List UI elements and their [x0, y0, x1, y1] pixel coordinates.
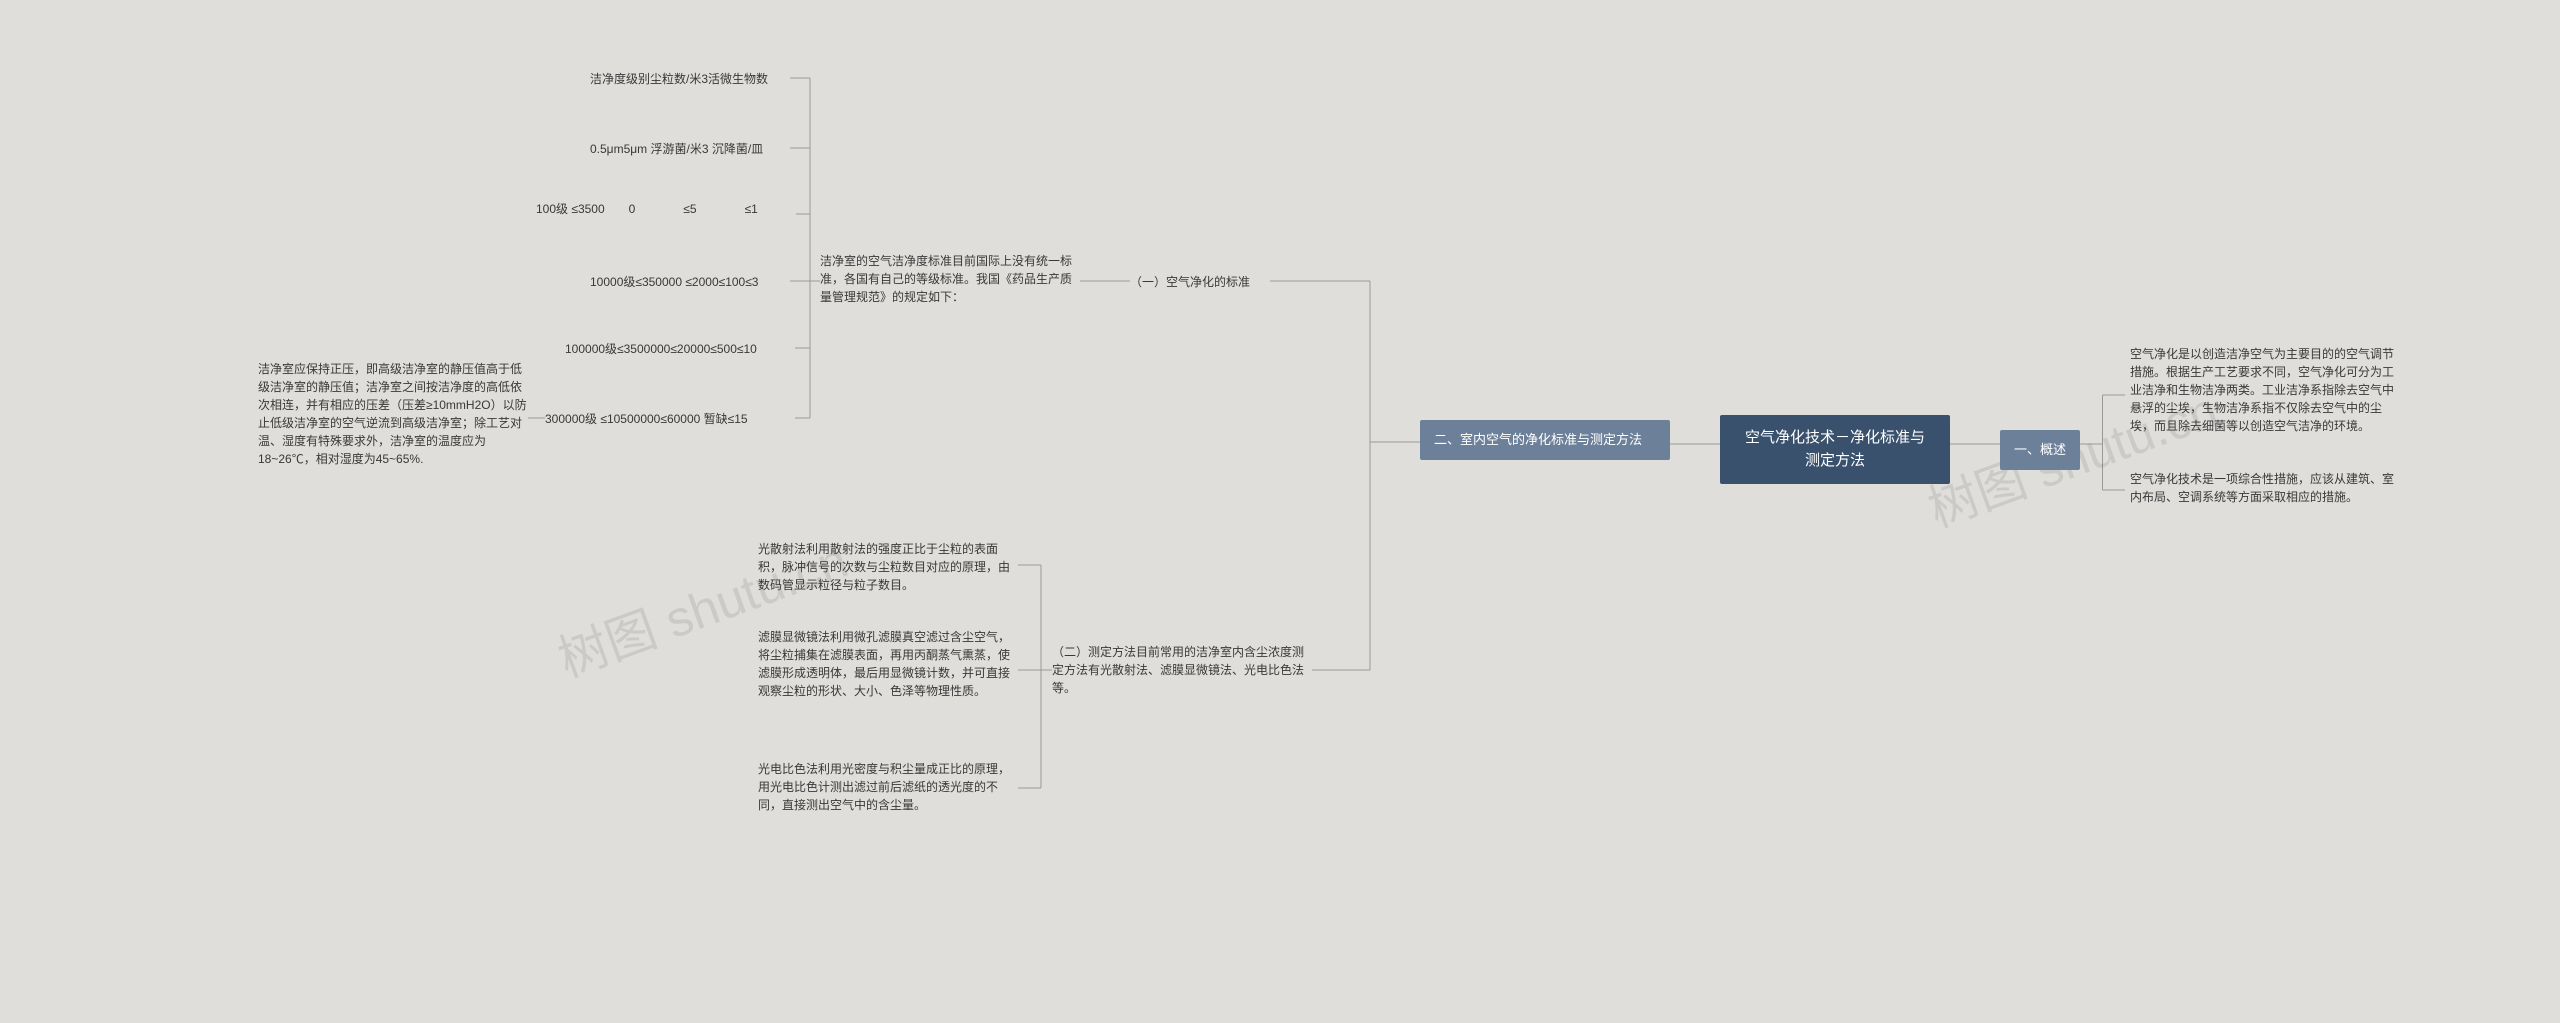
branch-methods-label: 二、室内空气的净化标准与测定方法 [1434, 432, 1642, 447]
method-leaf-1: 滤膜显微镜法利用微孔滤膜真空滤过含尘空气，将尘粒捕集在滤膜表面，再用丙酮蒸气熏蒸… [758, 628, 1018, 700]
sub2-label-text: （二）测定方法目前常用的洁净室内含尘浓度测定方法有光散射法、滤膜显微镜法、光电比… [1052, 645, 1304, 695]
sub1-label-text: （一）空气净化的标准 [1130, 275, 1250, 289]
sub1-label: （一）空气净化的标准 [1130, 273, 1270, 291]
branch-methods: 二、室内空气的净化标准与测定方法 [1420, 420, 1670, 460]
sub1-child-label: 洁净室的空气洁净度标准目前国际上没有统一标准，各国有自己的等级标准。我国《药品生… [820, 252, 1080, 306]
std-leaf-0-text: 洁净度级别尘粒数/米3活微生物数 [590, 72, 768, 86]
std-leaf-3-text: 10000级≤350000 ≤2000≤100≤3 [590, 275, 758, 289]
method-leaf-0: 光散射法利用散射法的强度正比于尘粒的表面积，脉冲信号的次数与尘粒数目对应的原理，… [758, 540, 1018, 594]
overview-leaf-1-text: 空气净化是以创造洁净空气为主要目的的空气调节措施。根据生产工艺要求不同，空气净化… [2130, 347, 2394, 433]
method-leaf-1-text: 滤膜显微镜法利用微孔滤膜真空滤过含尘空气，将尘粒捕集在滤膜表面，再用丙酮蒸气熏蒸… [758, 630, 1010, 698]
overview-leaf-2: 空气净化技术是一项综合性措施，应该从建筑、室内布局、空调系统等方面采取相应的措施… [2130, 470, 2395, 506]
connector-layer [0, 0, 2560, 1023]
sub2-label: （二）测定方法目前常用的洁净室内含尘浓度测定方法有光散射法、滤膜显微镜法、光电比… [1052, 643, 1312, 697]
std-extra-leaf: 洁净室应保持正压，即高级洁净室的静压值高于低级洁净室的静压值；洁净室之间按洁净度… [258, 360, 528, 468]
std-leaf-1-text: 0.5μm5μm 浮游菌/米3 沉降菌/皿 [590, 142, 763, 156]
std-leaf-3: 10000级≤350000 ≤2000≤100≤3 [590, 273, 790, 291]
std-extra-leaf-text: 洁净室应保持正压，即高级洁净室的静压值高于低级洁净室的静压值；洁净室之间按洁净度… [258, 362, 527, 466]
root-node: 空气净化技术－净化标准与测定方法 [1720, 415, 1950, 484]
branch-overview-label: 一、概述 [2014, 442, 2066, 457]
std-leaf-5: 300000级 ≤10500000≤60000 暂缺≤15 [545, 410, 795, 428]
overview-leaf-1: 空气净化是以创造洁净空气为主要目的的空气调节措施。根据生产工艺要求不同，空气净化… [2130, 345, 2395, 435]
overview-leaf-2-text: 空气净化技术是一项综合性措施，应该从建筑、室内布局、空调系统等方面采取相应的措施… [2130, 472, 2394, 504]
root-title: 空气净化技术－净化标准与测定方法 [1745, 429, 1925, 469]
branch-overview: 一、概述 [2000, 430, 2080, 470]
std-leaf-1: 0.5μm5μm 浮游菌/米3 沉降菌/皿 [590, 140, 790, 158]
method-leaf-0-text: 光散射法利用散射法的强度正比于尘粒的表面积，脉冲信号的次数与尘粒数目对应的原理，… [758, 542, 1010, 592]
std-leaf-4-text: 100000级≤3500000≤20000≤500≤10 [565, 342, 757, 356]
std-leaf-2: 100级 ≤3500 0 ≤5 ≤1 [536, 200, 796, 218]
sub1-child-label-text: 洁净室的空气洁净度标准目前国际上没有统一标准，各国有自己的等级标准。我国《药品生… [820, 254, 1072, 304]
method-leaf-2-text: 光电比色法利用光密度与积尘量成正比的原理，用光电比色计测出滤过前后滤纸的透光度的… [758, 762, 1010, 812]
std-leaf-5-text: 300000级 ≤10500000≤60000 暂缺≤15 [545, 412, 748, 426]
std-leaf-2-text: 100级 ≤3500 0 ≤5 ≤1 [536, 202, 758, 216]
method-leaf-2: 光电比色法利用光密度与积尘量成正比的原理，用光电比色计测出滤过前后滤纸的透光度的… [758, 760, 1018, 814]
std-leaf-0: 洁净度级别尘粒数/米3活微生物数 [590, 70, 790, 88]
std-leaf-4: 100000级≤3500000≤20000≤500≤10 [565, 340, 795, 358]
